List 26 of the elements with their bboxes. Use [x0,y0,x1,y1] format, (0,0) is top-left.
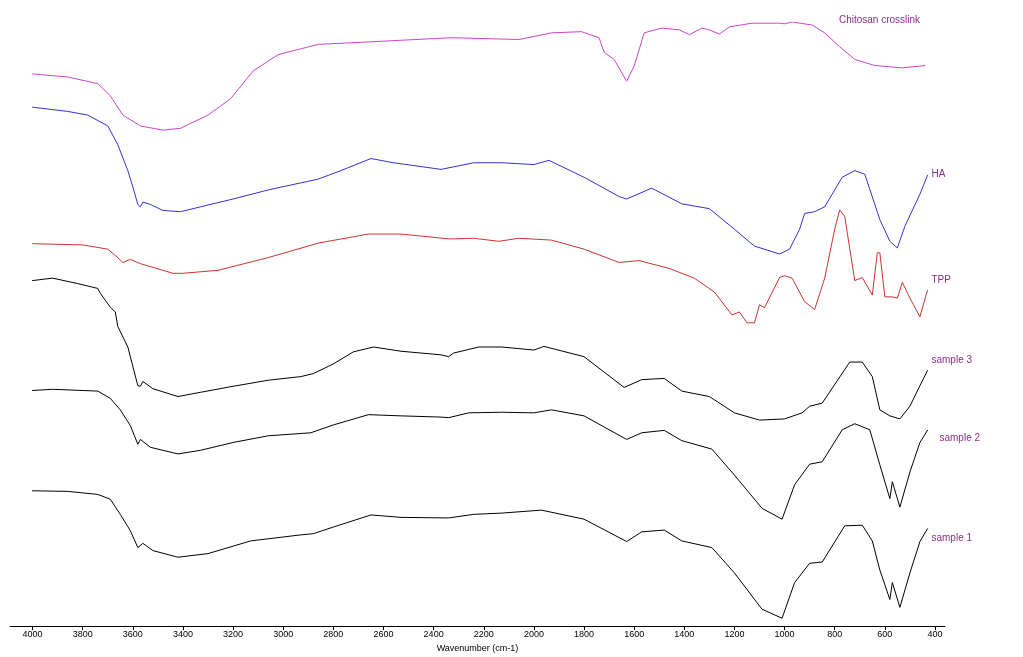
series-label: TPP [931,273,952,285]
x-axis-title: Wavenumber (cm-1) [436,642,519,653]
series-label: sample 2 [939,431,981,443]
x-tick-label: 600 [877,628,893,639]
x-tick-label: 1000 [774,628,795,639]
x-tick-label: 1400 [674,628,695,639]
x-tick-label: 1200 [724,628,745,639]
x-tick-label: 3400 [172,628,193,639]
x-tick-label: 2600 [373,628,394,639]
x-tick-label: 3200 [223,628,244,639]
x-tick-label: 2800 [323,628,344,639]
series-label: Chitosan crosslink [838,14,922,25]
x-tick-label: 4000 [22,628,43,639]
x-tick-label: 3000 [273,628,294,639]
x-tick-label: 800 [827,628,843,639]
x-tick-label: 2000 [523,628,544,639]
x-tick-label: 3600 [122,628,143,639]
x-tick-label: 1600 [624,628,645,639]
x-tick-label: 2400 [423,628,444,639]
series-label: sample 1 [931,532,973,544]
x-tick-label: 2200 [473,628,494,639]
x-tick-label: 3800 [72,628,93,639]
x-tick-label: 400 [927,628,943,639]
x-tick-label: 1800 [574,628,595,639]
series-label: sample 3 [931,354,973,366]
series-label: HA [931,167,946,179]
